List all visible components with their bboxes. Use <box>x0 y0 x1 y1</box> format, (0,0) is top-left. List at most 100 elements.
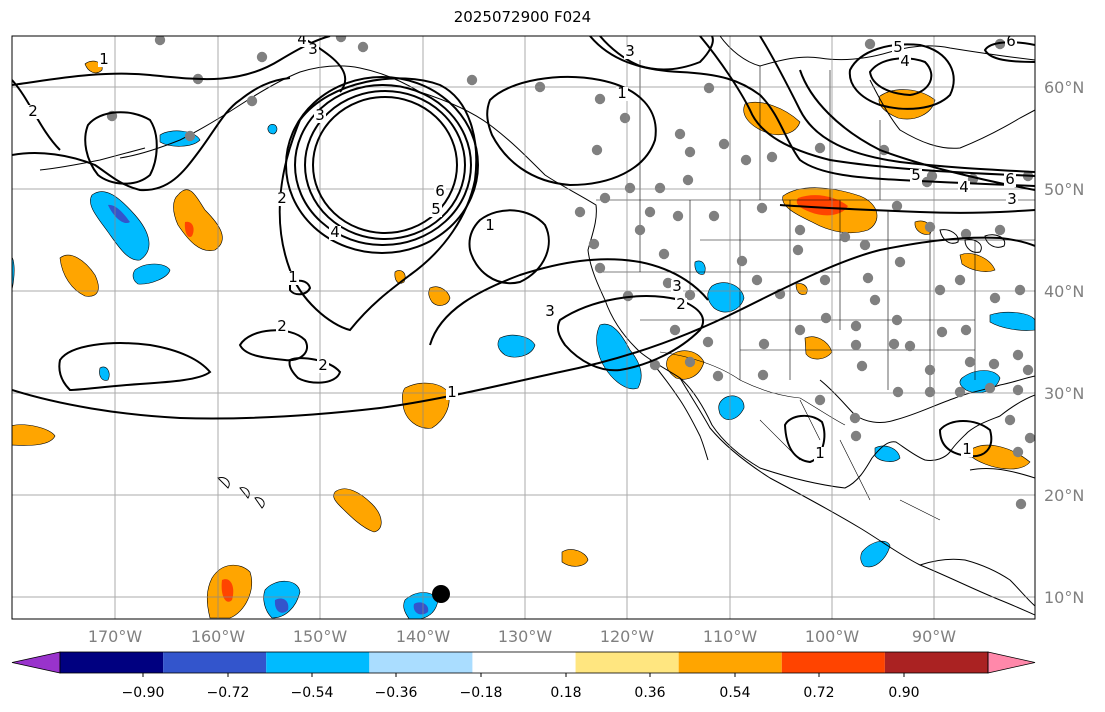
station-dot <box>599 192 611 204</box>
station-dot <box>684 356 696 368</box>
station-dot <box>619 112 631 124</box>
colorbar-tick-label: −0.90 <box>122 685 165 701</box>
station-dot <box>819 274 831 286</box>
station-dot <box>814 394 826 406</box>
contour-label-bg <box>98 53 110 67</box>
station-dot <box>751 274 763 286</box>
contour-ring <box>294 84 472 246</box>
negative-anomaly-blob <box>718 395 745 420</box>
contour-line <box>12 77 291 192</box>
contour-line <box>848 43 955 110</box>
contour-label-bg <box>307 43 319 57</box>
station-dot <box>703 82 715 94</box>
colorbar-tick-label: −0.18 <box>460 685 503 701</box>
station-dot <box>960 324 972 336</box>
negative-anomaly-blob <box>707 282 745 313</box>
station-dot <box>984 382 996 394</box>
station-dot <box>574 206 586 218</box>
contour-line <box>599 36 714 71</box>
cuba-coast <box>969 467 1035 479</box>
station-dot <box>924 221 936 233</box>
contour-line <box>938 420 993 458</box>
station-dot <box>682 174 694 186</box>
colorbar-tick-label: 0.36 <box>634 685 665 701</box>
negative-anomaly-blob <box>99 366 110 381</box>
contour-label: 5 <box>893 38 903 56</box>
positive-anomaly-blob <box>795 283 808 295</box>
contour-label-bg <box>1005 36 1017 49</box>
contour-line <box>238 329 308 362</box>
contour-label: 3 <box>1007 190 1017 208</box>
station-dot <box>989 292 1001 304</box>
contour-ring <box>285 76 479 254</box>
latitude-label: 50°N <box>1044 180 1084 199</box>
station-dot <box>758 338 770 350</box>
contour-label: 1 <box>447 383 457 401</box>
station-dot <box>954 274 966 286</box>
positive-anomaly-blob <box>959 253 996 272</box>
station-dot <box>154 36 166 46</box>
positive-anomaly-blob <box>878 89 936 120</box>
station-dot <box>1012 349 1024 361</box>
station-dot <box>672 210 684 222</box>
station-dot <box>864 38 876 50</box>
station-dot <box>1022 364 1034 376</box>
station-dot <box>256 51 268 63</box>
shaded-anomalies <box>12 60 1035 619</box>
contour-label-bg <box>1004 173 1016 187</box>
station-dot <box>954 386 966 398</box>
negative-anomaly-blob <box>267 124 278 135</box>
station-dot <box>662 277 674 289</box>
station-dot <box>926 170 938 182</box>
longitude-label: 110°W <box>703 627 758 646</box>
us-mexico-border <box>659 351 846 426</box>
north-america-coast <box>419 91 1035 489</box>
latitude-label: 60°N <box>1044 78 1084 97</box>
longitude-label: 90°W <box>912 627 956 646</box>
contour-label-bg <box>296 36 308 47</box>
station-dot <box>820 312 832 324</box>
contour-label-bg <box>899 55 911 69</box>
station-dot <box>684 289 696 301</box>
lat-lon-grid <box>12 36 1035 619</box>
longitude-label: 160°W <box>191 627 246 646</box>
colorbar-tick-label: −0.36 <box>375 685 418 701</box>
station-dot <box>814 142 826 154</box>
contour-label-bg <box>675 298 687 312</box>
contour-label: 2 <box>676 295 686 313</box>
station-dot <box>849 412 861 424</box>
colorbar: −0.90 −0.72 −0.54 −0.36 −0.18 0.18 0.36 0.54 0.7… <box>11 651 1036 701</box>
station-dot <box>658 248 670 260</box>
station-dot <box>335 36 347 43</box>
contour-label-bg <box>276 320 288 334</box>
contour-line <box>556 295 705 372</box>
contour-label-bg <box>276 192 288 206</box>
station-dot <box>1014 284 1026 296</box>
negative-anomaly-blob <box>874 445 901 462</box>
contour-line <box>288 357 342 384</box>
station-dot <box>708 210 720 222</box>
station-dot <box>654 182 666 194</box>
contour-label-bg <box>27 105 39 119</box>
station-dot <box>988 358 1000 370</box>
great-lakes <box>939 229 1006 253</box>
longitude-label: 130°W <box>498 627 553 646</box>
contour-label: 6 <box>1005 170 1015 188</box>
station-markers <box>106 36 1035 510</box>
station-dot <box>184 130 196 142</box>
station-dot <box>684 146 696 158</box>
station-dot <box>594 262 606 274</box>
positive-anomaly-blob <box>969 444 1031 470</box>
positive-anomaly-blob <box>743 102 801 135</box>
contour-line <box>699 36 1035 177</box>
station-dot <box>702 336 714 348</box>
colorbar-segment <box>472 652 576 673</box>
station-dot <box>669 324 681 336</box>
colorbar-tick-label: 0.90 <box>888 685 919 701</box>
contour-line <box>779 204 1035 214</box>
colorbar-segment <box>678 652 782 673</box>
station-dot <box>960 228 972 240</box>
contour-line <box>589 36 1035 187</box>
station-dot <box>246 95 258 107</box>
positive-anomaly-blob <box>12 424 56 446</box>
